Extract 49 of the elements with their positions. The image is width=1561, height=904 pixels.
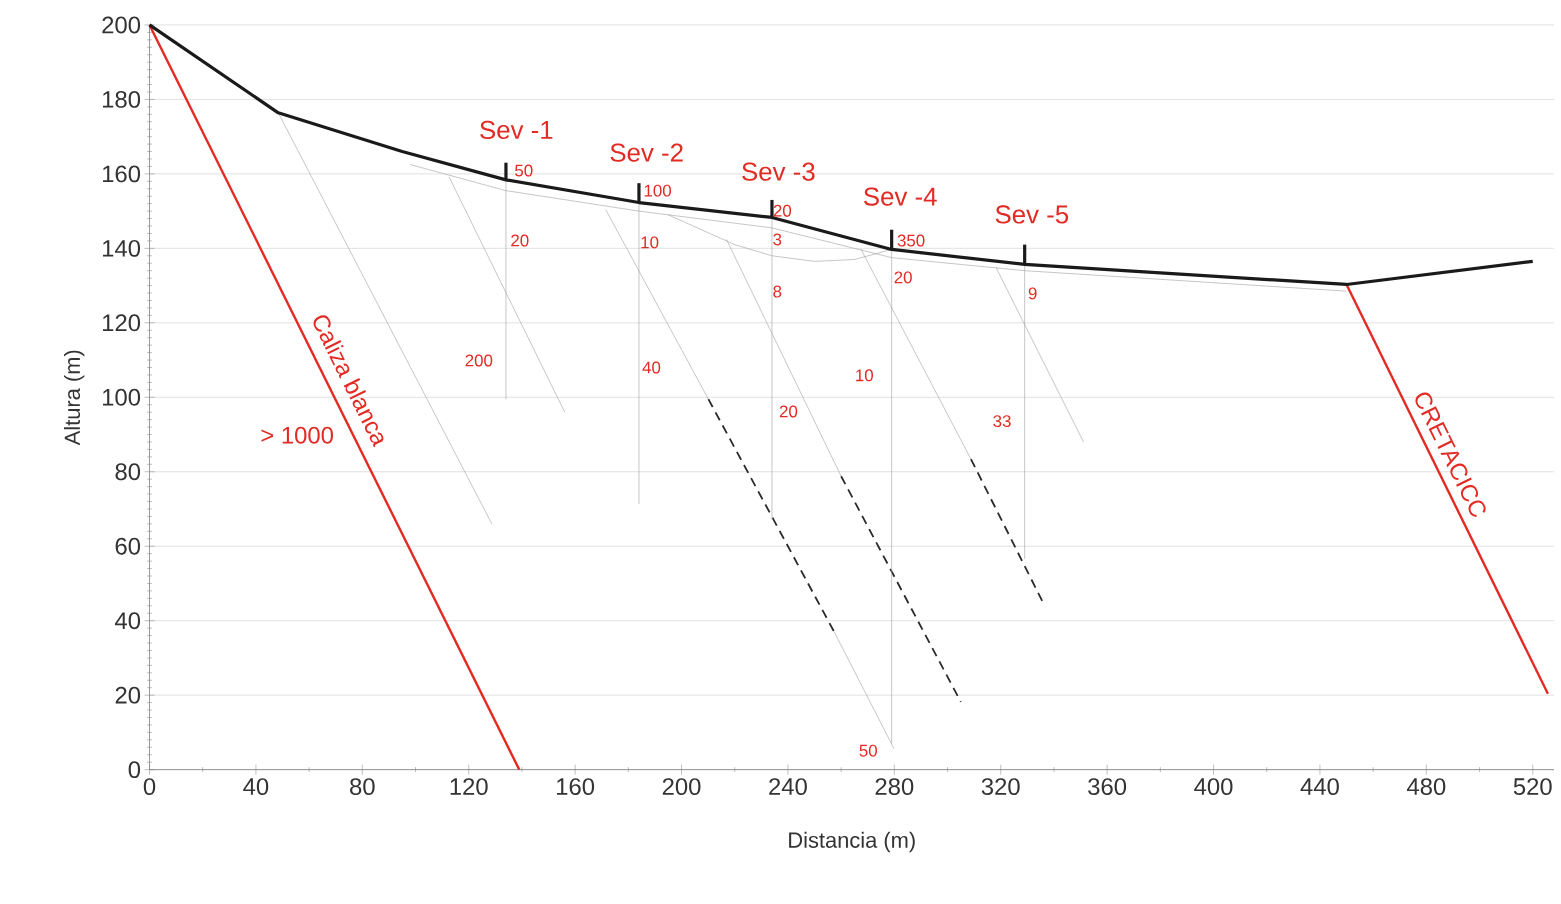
annotation: Sev -2 xyxy=(610,143,683,162)
x-tick-label: 440 xyxy=(1300,777,1339,795)
x-tick-label: 80 xyxy=(350,777,375,795)
x-tick-label: 200 xyxy=(662,777,701,795)
x-tick-label: 400 xyxy=(1194,777,1233,795)
annotation: 10 xyxy=(641,236,659,249)
annotation: 50 xyxy=(515,164,533,177)
x-tick-label: 240 xyxy=(769,777,807,795)
annotation: 100 xyxy=(644,184,672,197)
y-tick-label: 140 xyxy=(103,239,141,257)
y-tick-label: 80 xyxy=(115,463,141,481)
x-tick-label: 40 xyxy=(243,777,269,795)
y-tick-label: 20 xyxy=(115,686,141,704)
x-tick-label: 360 xyxy=(1088,777,1127,795)
x-tick-label: 0 xyxy=(143,777,156,795)
annotation: 10 xyxy=(856,369,874,382)
annotation: Sev -4 xyxy=(863,187,937,206)
annotation: 200 xyxy=(465,354,493,367)
y-tick-label: 40 xyxy=(115,612,141,629)
y-tick-label: 180 xyxy=(103,90,141,108)
y-tick-label: 160 xyxy=(103,165,141,183)
annotation: Sev -3 xyxy=(742,162,815,181)
y-tick-label: 100 xyxy=(103,388,141,406)
x-axis-title: Distancia (m) xyxy=(789,831,915,852)
annotation: > 1000 xyxy=(261,426,334,444)
annotation: 20 xyxy=(894,271,912,284)
y-tick-label: 0 xyxy=(128,761,141,778)
annotation: 8 xyxy=(773,285,782,298)
y-tick-label: 200 xyxy=(102,16,141,34)
annotation: 33 xyxy=(993,414,1011,427)
annotation: Sev -5 xyxy=(995,205,1069,224)
annotation: 20 xyxy=(511,234,529,247)
x-tick-label: 280 xyxy=(875,777,914,795)
x-tick-label: 520 xyxy=(1513,777,1552,795)
annotation: 9 xyxy=(1028,287,1037,300)
x-tick-label: 480 xyxy=(1406,777,1446,795)
y-axis-title: Altura (m) xyxy=(63,350,85,446)
annotation: 50 xyxy=(859,744,877,757)
annotation: Sev -1 xyxy=(480,120,553,139)
annotation: 20 xyxy=(779,405,798,418)
annotation: 350 xyxy=(897,234,925,247)
x-tick-label: 160 xyxy=(557,777,595,795)
x-tick-label: 320 xyxy=(981,777,1020,795)
annotation: 20 xyxy=(773,204,792,217)
annotation: 3 xyxy=(773,233,782,246)
y-tick-label: 120 xyxy=(103,314,141,332)
y-tick-label: 60 xyxy=(115,537,141,555)
annotation: 40 xyxy=(642,361,661,374)
x-tick-label: 120 xyxy=(450,777,488,795)
